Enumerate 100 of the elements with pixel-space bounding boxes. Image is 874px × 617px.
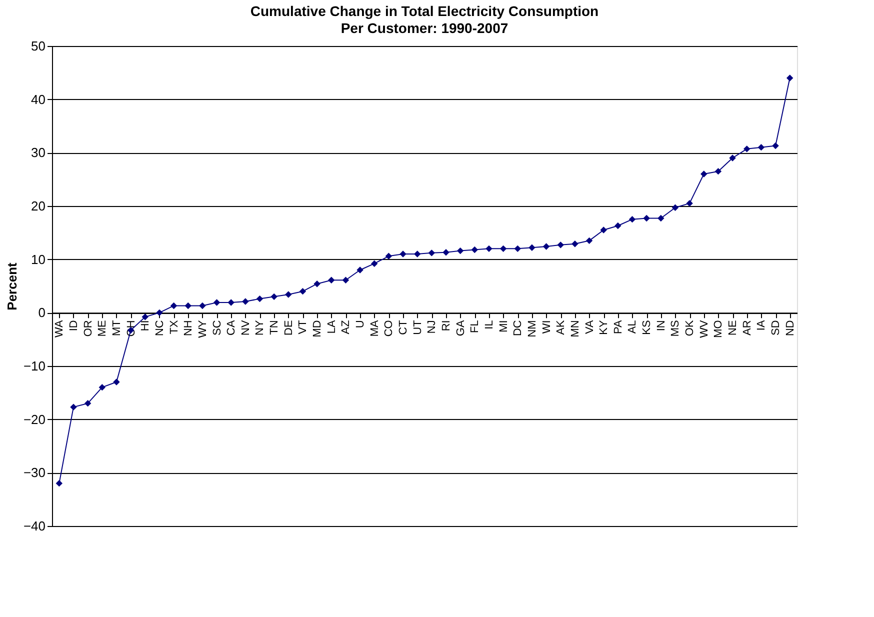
x-tick-label: NM — [526, 320, 538, 338]
point — [786, 74, 794, 82]
point — [672, 204, 679, 211]
x-tick-label: MI — [498, 320, 510, 332]
x-tick-label: MN — [569, 320, 582, 338]
point — [744, 146, 750, 152]
x-tick-label: GA — [454, 320, 467, 336]
x-tick-label: SD — [770, 320, 782, 336]
x-tick-label: IL — [483, 320, 496, 330]
x-tick-label: U — [354, 320, 367, 328]
x-tick-label: AL — [626, 320, 639, 334]
point — [170, 302, 178, 310]
x-tick-label: FL — [469, 320, 482, 334]
x-tick-label: WV — [698, 320, 710, 338]
x-tick-label: CO — [383, 320, 396, 337]
x-tick-label: VT — [297, 320, 310, 334]
x-tick-label: UT — [412, 320, 424, 335]
point — [70, 404, 77, 410]
x-tick-label: VA — [584, 320, 596, 334]
x-tick-label: CA — [226, 320, 238, 336]
point — [528, 244, 536, 251]
point — [500, 245, 507, 252]
x-tick-label: OR — [82, 320, 94, 337]
x-tick-label: NE — [727, 320, 740, 336]
x-tick-label: WI — [540, 320, 553, 334]
point — [456, 247, 464, 254]
point — [628, 216, 636, 223]
point — [299, 288, 306, 295]
point — [356, 266, 364, 274]
y-tick-label: 30 — [31, 145, 46, 160]
x-tick-label: IA — [756, 320, 768, 331]
x-tick-label: MT — [110, 320, 123, 336]
y-tick-label: 0 — [38, 305, 46, 320]
x-tick-label: NJ — [426, 320, 438, 334]
chart-title: Cumulative Change in Total Electricity Consumption — [250, 3, 599, 19]
x-tick-label: RI — [440, 320, 452, 332]
x-tick-label: AZ — [340, 320, 352, 334]
point — [256, 295, 264, 302]
point — [614, 222, 622, 230]
x-tick-label: LA — [326, 320, 338, 334]
x-tick-label: PA — [612, 320, 624, 334]
point — [557, 242, 564, 248]
point — [328, 276, 335, 284]
point — [213, 299, 220, 306]
point — [400, 250, 406, 258]
y-tick-label: 50 — [31, 38, 46, 54]
y-axis-title: Percent — [4, 262, 20, 310]
x-tick-label: OK — [684, 320, 696, 336]
point — [586, 237, 593, 244]
point — [542, 243, 550, 250]
point — [342, 276, 350, 284]
point — [142, 314, 148, 320]
y-tick-label: −10 — [23, 358, 46, 374]
point — [658, 214, 664, 222]
point — [56, 480, 63, 487]
point — [758, 144, 765, 151]
point — [700, 170, 708, 178]
x-tick-label: AK — [555, 320, 568, 335]
point — [156, 309, 163, 316]
chart-subtitle: Per Customer: 1990-2007 — [340, 20, 508, 36]
x-tick-label: MO — [712, 320, 725, 338]
point — [600, 226, 607, 234]
x-tick-label: IN — [655, 320, 668, 332]
point — [270, 293, 278, 300]
point — [643, 214, 650, 222]
point — [285, 291, 292, 298]
x-tick-label: MS — [670, 320, 682, 337]
x-tick-label: ID — [68, 320, 80, 332]
y-tick-label: −20 — [23, 412, 46, 427]
x-tick-label: NH — [182, 320, 195, 336]
point — [572, 240, 578, 248]
point — [184, 302, 192, 310]
x-tick-label: NY — [254, 320, 266, 336]
x-tick-label: ME — [96, 320, 109, 337]
point — [242, 298, 249, 305]
point — [428, 250, 436, 256]
point — [414, 250, 421, 258]
point — [385, 252, 392, 260]
point — [729, 154, 736, 162]
x-tick-label: WA — [54, 320, 66, 338]
x-tick-label: KS — [641, 320, 654, 335]
x-tick-label: HI — [140, 320, 152, 332]
point — [84, 400, 92, 407]
x-tick-label: MD — [312, 320, 324, 338]
point — [686, 200, 693, 207]
point — [471, 246, 478, 254]
x-tick-label: ND — [784, 320, 796, 336]
x-tick-label: TN — [268, 320, 281, 335]
point — [314, 280, 320, 288]
x-tick-label: NC — [154, 320, 166, 336]
x-tick-label: SC — [211, 320, 224, 336]
point — [98, 384, 106, 391]
point — [371, 260, 378, 267]
x-tick-label: KY — [598, 320, 610, 335]
y-tick-label: −30 — [23, 465, 46, 480]
y-tick-label: 10 — [31, 252, 46, 267]
x-tick-label: TX — [168, 320, 180, 334]
y-tick-label: 40 — [31, 92, 46, 107]
x-tick-label: WY — [196, 320, 209, 338]
point — [228, 299, 234, 306]
